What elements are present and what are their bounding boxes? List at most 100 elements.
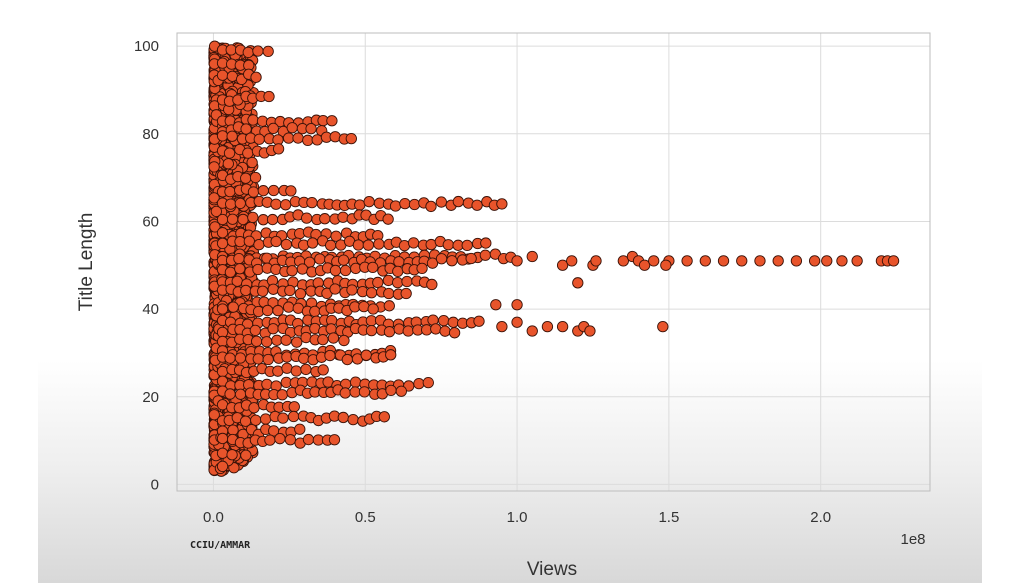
data-point: [282, 301, 295, 313]
data-point: [590, 255, 602, 267]
data-point: [399, 197, 411, 210]
data-point: [373, 238, 385, 250]
data-point: [408, 198, 421, 211]
data-point: [240, 172, 252, 184]
data-points: [208, 40, 900, 477]
data-point: [257, 214, 269, 226]
data-point: [216, 399, 229, 411]
data-point: [887, 255, 900, 267]
data-point: [772, 255, 784, 267]
plot-frame: [176, 32, 931, 492]
data-point: [222, 158, 234, 170]
data-point: [393, 256, 405, 268]
y-tick-label: 80: [142, 126, 159, 143]
y-tick-label: 0: [151, 476, 159, 493]
data-point: [298, 352, 310, 364]
data-point: [435, 253, 448, 265]
data-point: [413, 377, 425, 390]
data-point: [247, 211, 259, 224]
data-point: [234, 263, 246, 275]
data-point: [301, 212, 313, 224]
data-point: [327, 332, 340, 344]
data-point: [226, 213, 239, 225]
data-point: [216, 335, 229, 348]
data-point: [270, 235, 282, 248]
data-point: [233, 252, 245, 265]
data-point: [267, 283, 279, 295]
data-point: [234, 197, 246, 210]
data-point: [821, 255, 833, 267]
data-point: [264, 434, 276, 446]
data-point: [329, 283, 341, 295]
data-point: [276, 389, 288, 401]
data-point: [210, 205, 222, 218]
data-point: [425, 200, 437, 213]
data-point: [250, 414, 262, 426]
data-point: [584, 325, 596, 337]
y-axis-ticks: 0 20 40 60 80 100: [134, 38, 159, 493]
data-point: [337, 211, 349, 223]
data-point: [346, 284, 358, 296]
data-point: [385, 384, 397, 397]
data-point: [216, 237, 229, 250]
data-point: [461, 239, 473, 252]
data-point: [285, 185, 297, 197]
data-point: [216, 69, 229, 81]
data-point: [250, 335, 263, 347]
data-point: [262, 45, 274, 58]
data-point: [447, 316, 459, 328]
data-point: [240, 284, 252, 297]
data-point: [556, 320, 569, 333]
data-point: [317, 334, 329, 346]
data-point: [263, 90, 275, 103]
data-point: [257, 185, 269, 197]
x-axis-ticks: 0.0 0.5 1.0 1.5 2.0: [203, 509, 831, 526]
data-point: [209, 221, 221, 233]
data-point: [435, 196, 447, 208]
data-point: [479, 249, 492, 261]
data-point: [402, 325, 414, 337]
data-point: [383, 287, 395, 300]
data-point: [302, 134, 314, 146]
data-point: [556, 259, 569, 271]
data-point: [851, 255, 863, 267]
data-point: [372, 276, 384, 289]
x-axis-label: Views: [527, 559, 577, 580]
data-point: [280, 334, 292, 346]
data-point: [496, 198, 508, 210]
data-point: [306, 237, 319, 249]
data-point: [329, 264, 342, 277]
data-point: [294, 423, 306, 435]
data-point: [430, 323, 442, 335]
data-point: [288, 401, 300, 413]
data-point: [282, 132, 295, 144]
data-point: [268, 184, 280, 197]
data-point: [383, 300, 395, 312]
data-point: [226, 449, 238, 461]
data-point: [345, 133, 357, 145]
data-point: [267, 122, 279, 135]
data-point: [249, 324, 261, 336]
data-point: [314, 253, 326, 265]
y-tick-label: 60: [142, 213, 159, 230]
data-point: [338, 334, 350, 347]
data-point: [208, 409, 220, 421]
data-point: [337, 411, 349, 424]
data-point: [261, 336, 273, 348]
data-point: [216, 130, 229, 142]
data-point: [234, 388, 247, 400]
data-point: [243, 235, 255, 247]
data-point: [471, 199, 483, 211]
data-point: [253, 239, 265, 251]
data-point: [638, 259, 651, 271]
data-point: [234, 352, 247, 364]
data-point: [648, 255, 660, 267]
data-point: [294, 288, 307, 300]
data-point: [496, 320, 508, 333]
data-point: [216, 213, 229, 226]
data-point: [490, 299, 502, 311]
data-point: [227, 301, 239, 313]
data-point: [240, 123, 252, 135]
data-point: [237, 213, 249, 226]
data-point: [208, 161, 220, 173]
